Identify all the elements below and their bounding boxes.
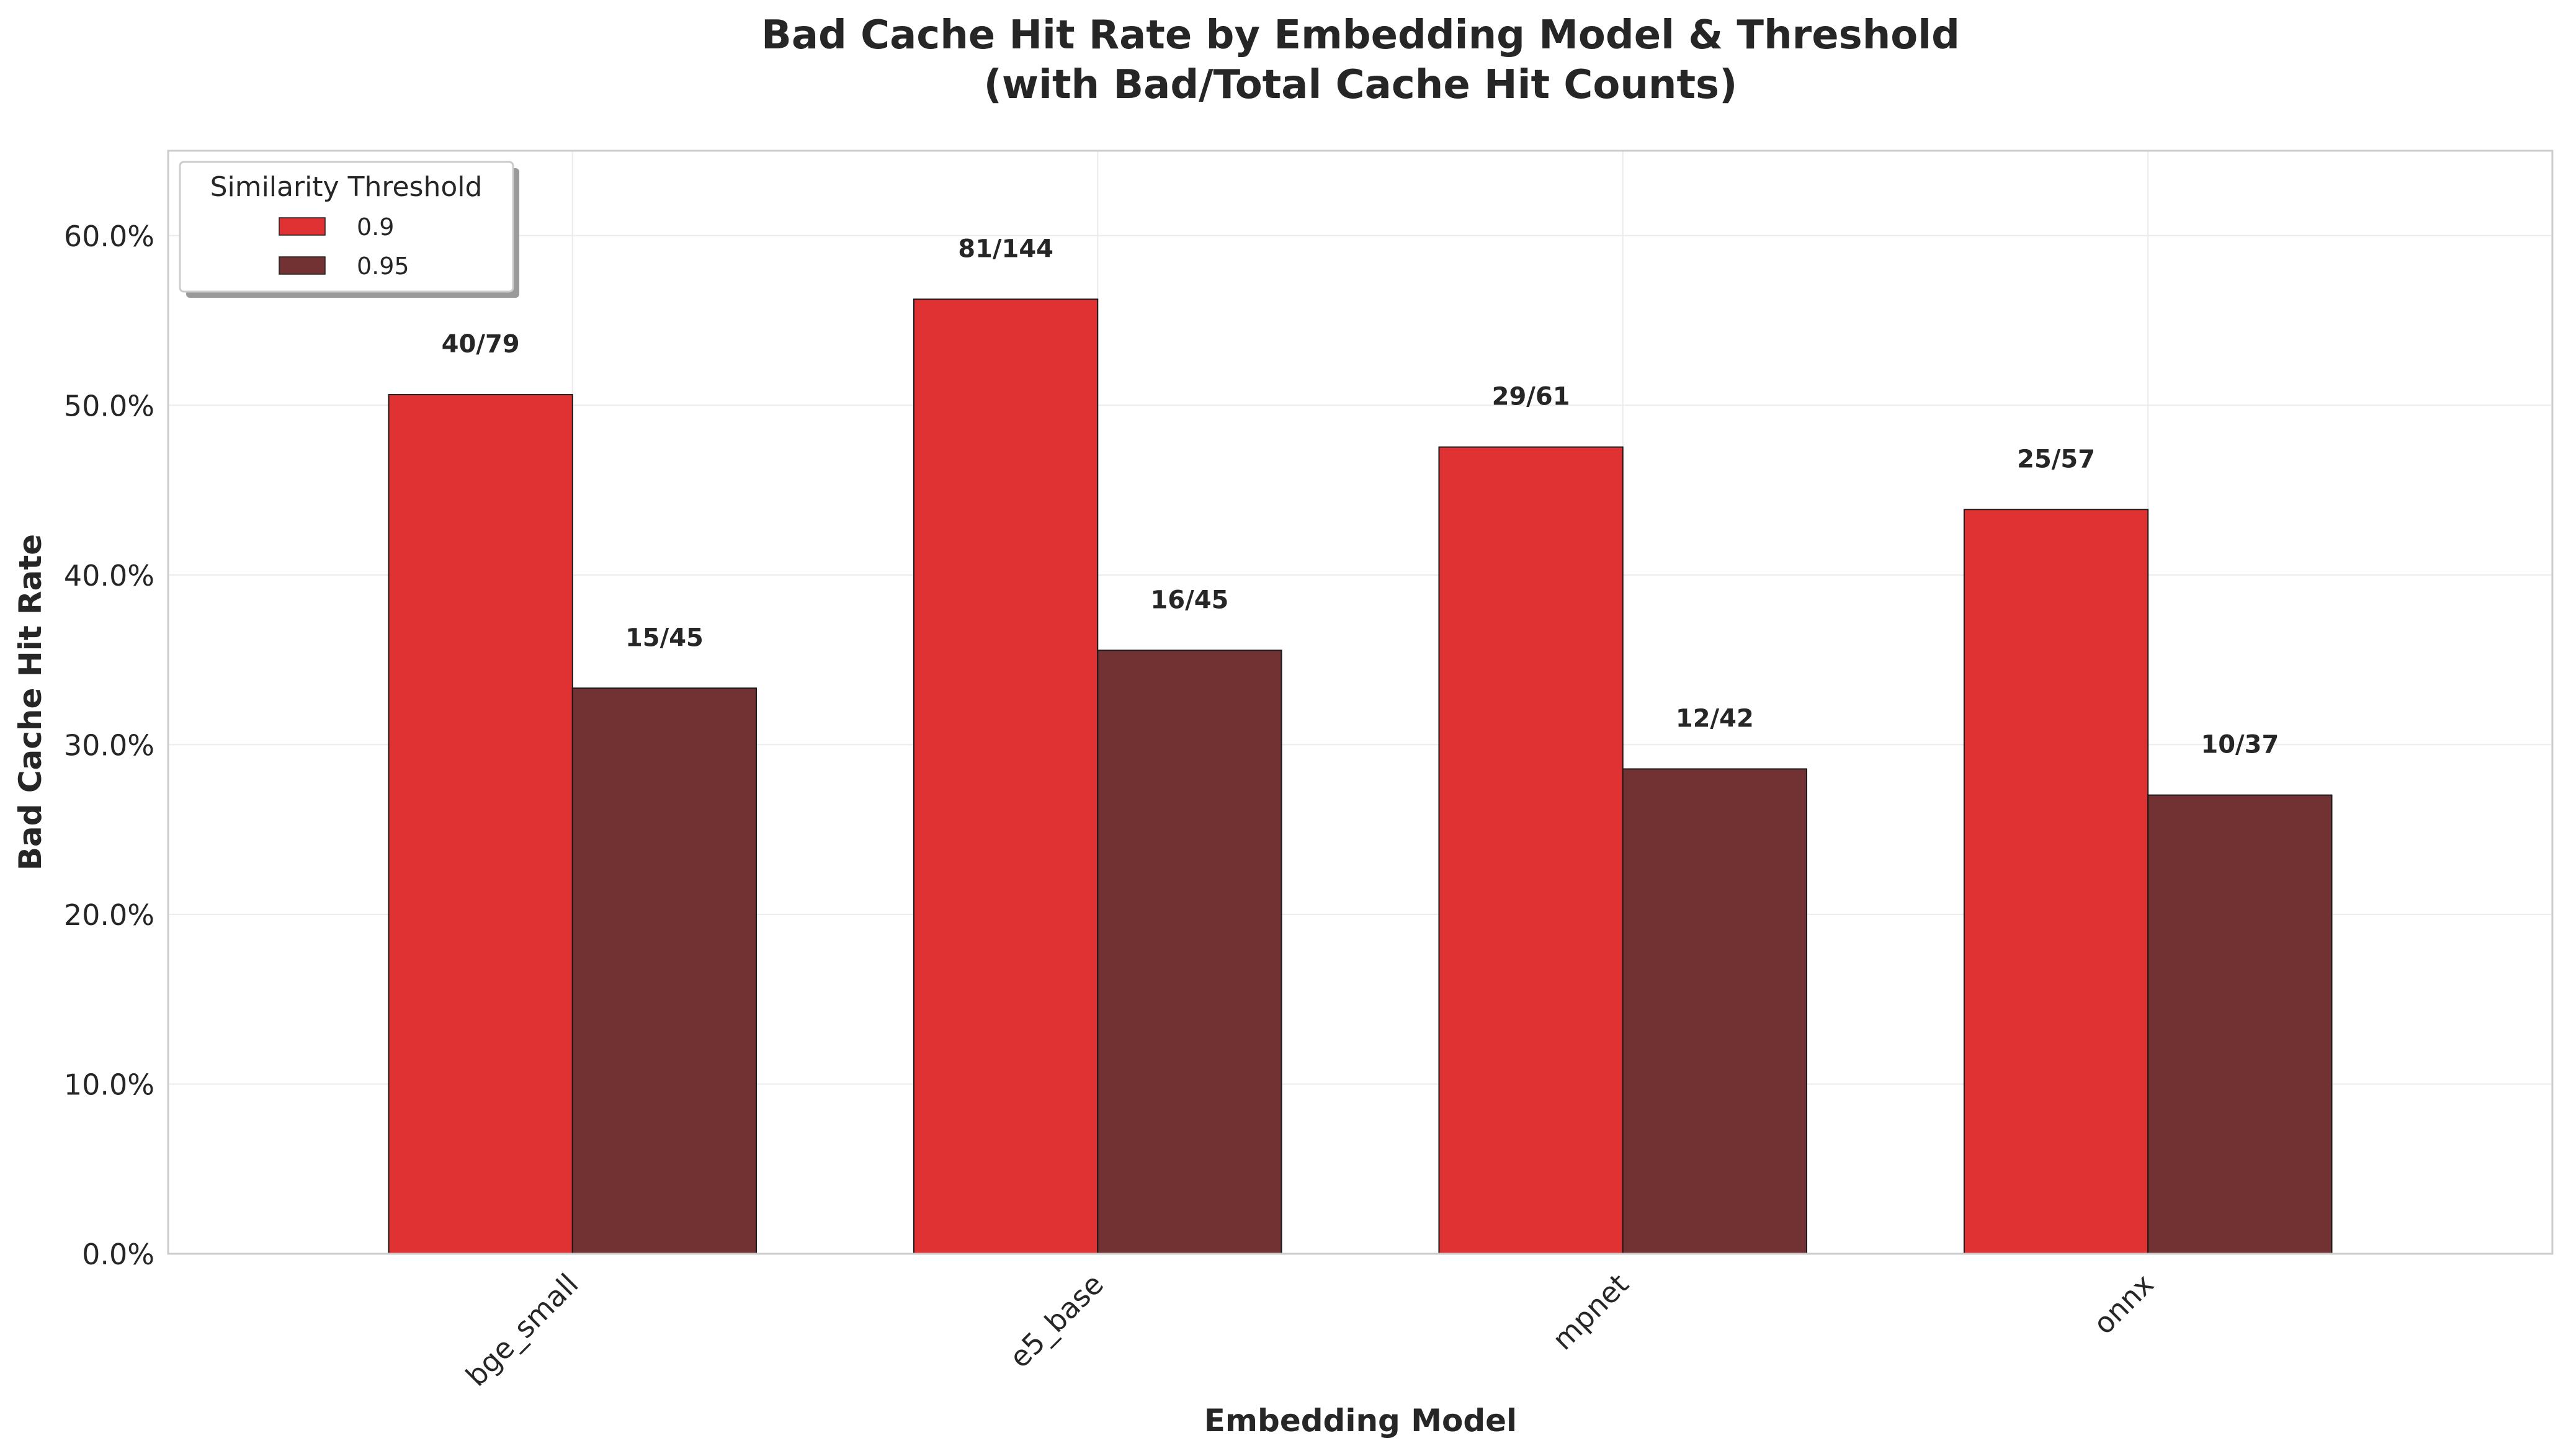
bar-0.9-onnx: [1963, 509, 2149, 1255]
bar-0.9-bge_small: [388, 394, 573, 1254]
bar-0.95-e5_base: [1097, 650, 1282, 1254]
y-tick-label: 20.0%: [64, 898, 154, 932]
bar-count-label: 29/61: [1492, 383, 1570, 411]
bar-0.9-e5_base: [913, 298, 1099, 1254]
y-tick-label: 0.0%: [82, 1238, 154, 1271]
chart-title-line1: Bad Cache Hit Rate by Embedding Model & …: [761, 12, 1960, 58]
bar-count-label: 16/45: [1150, 586, 1228, 614]
chart-title-line2: (with Bad/Total Cache Hit Counts): [984, 62, 1738, 108]
bar-count-label: 40/79: [442, 330, 520, 359]
legend-box: [179, 161, 514, 293]
bar-0.95-bge_small: [571, 687, 758, 1254]
x-axis-label: Embedding Model: [1204, 1403, 1517, 1439]
y-tick-label: 50.0%: [64, 389, 154, 422]
y-axis-ticks: 0.0% 10.0% 20.0% 30.0% 40.0% 50.0% 60.0%: [64, 220, 154, 1271]
plot-area-frame: [167, 150, 2554, 1255]
y-tick-label: 60.0%: [64, 220, 154, 253]
bar-count-label: 12/42: [1676, 705, 1754, 733]
y-tick-label: 40.0%: [64, 559, 154, 592]
legend-swatch-0: [279, 217, 326, 236]
legend-label-1: 0.95: [357, 252, 409, 280]
legend-label-0: 0.9: [357, 213, 394, 241]
y-tick-label: 30.0%: [64, 728, 154, 762]
bars-group: [388, 298, 2333, 1255]
bar-0.95-mpnet: [1622, 768, 1808, 1254]
legend: Similarity Threshold 0.9 0.95: [179, 161, 519, 298]
y-tick-label: 10.0%: [64, 1068, 154, 1101]
legend-title: Similarity Threshold: [210, 171, 483, 203]
bar-count-label: 25/57: [2017, 445, 2095, 473]
bar-count-label: 15/45: [625, 623, 704, 652]
bar-0.95-onnx: [2147, 794, 2333, 1254]
bar-0.9-mpnet: [1438, 446, 1624, 1254]
bar-count-label: 10/37: [2201, 731, 2279, 759]
bar-count-label: 81/144: [958, 234, 1053, 263]
y-axis-label: Bad Cache Hit Rate: [12, 534, 48, 870]
data-labels-group: 40/79 81/144 29/61 25/57 15/45 16/45 12/42 10/3…: [442, 234, 2279, 759]
legend-swatch-1: [279, 256, 326, 275]
